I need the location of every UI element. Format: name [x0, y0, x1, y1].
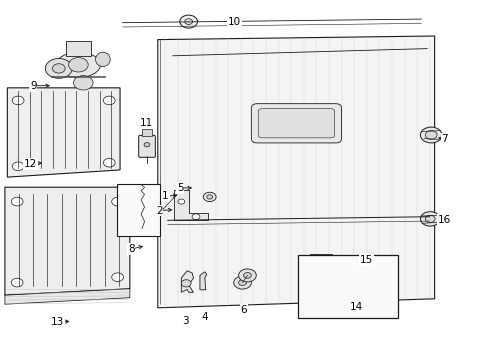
Polygon shape [307, 261, 393, 312]
Bar [51, 76, 105, 77]
Circle shape [69, 58, 88, 72]
Circle shape [425, 131, 437, 139]
Bar [298, 255, 398, 318]
Text: 16: 16 [438, 215, 452, 225]
Polygon shape [158, 36, 435, 308]
Text: 5: 5 [177, 183, 184, 193]
Polygon shape [200, 272, 207, 290]
Circle shape [420, 212, 440, 226]
Circle shape [322, 256, 332, 263]
Text: 3: 3 [182, 316, 189, 326]
Text: 2: 2 [156, 206, 163, 216]
Polygon shape [7, 88, 120, 177]
Circle shape [180, 15, 197, 28]
Text: 9: 9 [30, 81, 37, 91]
Text: 8: 8 [128, 244, 135, 254]
Ellipse shape [45, 58, 73, 78]
Circle shape [234, 276, 251, 289]
Circle shape [11, 197, 23, 206]
Circle shape [144, 143, 150, 147]
Bar [117, 184, 160, 236]
Ellipse shape [74, 76, 93, 90]
Circle shape [103, 158, 115, 167]
Text: 7: 7 [441, 134, 448, 144]
Circle shape [313, 256, 322, 263]
Text: 12: 12 [24, 159, 37, 169]
Text: 6: 6 [241, 305, 247, 315]
Circle shape [420, 127, 442, 143]
Polygon shape [181, 271, 194, 292]
Text: 10: 10 [228, 17, 241, 27]
Text: 15: 15 [360, 255, 373, 265]
Circle shape [12, 162, 24, 171]
Circle shape [203, 192, 216, 202]
Text: 4: 4 [201, 312, 208, 322]
FancyBboxPatch shape [139, 135, 155, 157]
Circle shape [239, 269, 256, 282]
Circle shape [178, 199, 185, 204]
Text: 11: 11 [139, 118, 153, 128]
Circle shape [11, 278, 23, 287]
FancyBboxPatch shape [258, 109, 335, 138]
Ellipse shape [56, 52, 100, 77]
Circle shape [425, 215, 435, 222]
Polygon shape [5, 289, 130, 304]
Circle shape [12, 96, 24, 105]
Text: 14: 14 [350, 302, 364, 312]
Circle shape [112, 197, 123, 206]
Bar [142, 129, 152, 136]
Circle shape [207, 195, 213, 199]
Text: 1: 1 [162, 191, 169, 201]
Circle shape [121, 190, 134, 199]
Ellipse shape [96, 52, 110, 67]
Polygon shape [174, 190, 208, 220]
Bar [310, 254, 332, 264]
Circle shape [103, 96, 115, 105]
Circle shape [239, 280, 246, 285]
Circle shape [124, 192, 130, 197]
Bar [66, 41, 91, 56]
Circle shape [52, 64, 65, 73]
FancyBboxPatch shape [251, 104, 342, 143]
Polygon shape [5, 187, 130, 295]
Circle shape [185, 19, 193, 24]
Circle shape [192, 214, 200, 220]
Circle shape [112, 273, 123, 282]
Circle shape [181, 280, 191, 287]
Circle shape [244, 273, 251, 278]
Text: 13: 13 [51, 317, 65, 327]
